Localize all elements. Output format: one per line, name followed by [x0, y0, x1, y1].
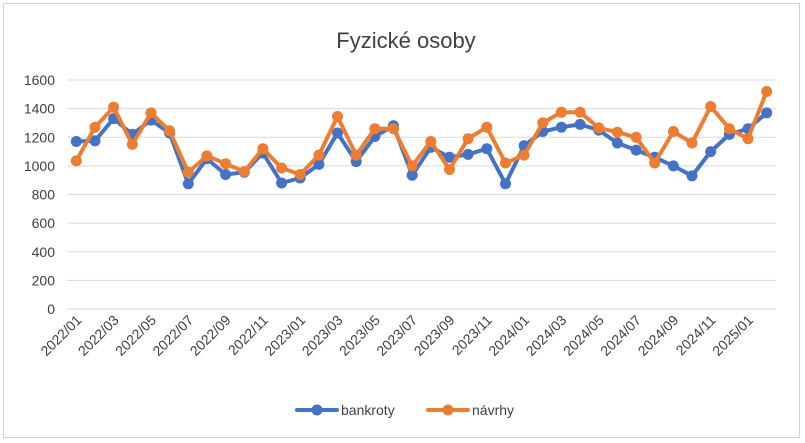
data-point	[425, 136, 437, 147]
data-point	[574, 118, 586, 130]
legend-label: návrhy	[472, 402, 514, 418]
data-point	[257, 143, 269, 155]
data-point	[462, 148, 474, 160]
data-point	[705, 146, 717, 158]
data-point	[388, 123, 399, 135]
y-tick-label: 1200	[24, 129, 55, 145]
data-point	[555, 121, 567, 133]
y-tick-label: 0	[47, 301, 55, 317]
y-tick-label: 400	[32, 244, 56, 260]
y-tick-label: 800	[32, 187, 56, 203]
data-point	[332, 111, 343, 122]
data-point	[220, 169, 232, 180]
data-point	[500, 178, 511, 190]
data-point	[164, 125, 176, 137]
data-point	[611, 126, 623, 138]
data-point	[276, 177, 288, 189]
legend-label: bankroty	[341, 402, 395, 418]
data-point	[350, 149, 362, 161]
data-point	[276, 162, 288, 174]
data-point	[294, 169, 306, 180]
data-point	[481, 121, 493, 133]
data-point	[238, 166, 250, 178]
x-tick-label: 2025/01	[709, 312, 756, 359]
data-point	[667, 126, 679, 137]
data-point	[537, 117, 549, 129]
y-tick-label: 1400	[24, 101, 55, 117]
y-tick-label: 600	[32, 215, 56, 231]
data-point	[462, 133, 474, 145]
gridlines	[67, 79, 776, 310]
series-lines	[70, 86, 773, 190]
chart-title: Fyzické osoby	[336, 28, 475, 53]
x-tick-label: 2024/09	[634, 312, 681, 359]
data-point	[630, 131, 642, 143]
data-point	[182, 178, 194, 190]
data-point	[742, 133, 754, 145]
data-point	[611, 137, 623, 149]
data-point	[705, 101, 717, 112]
data-point	[406, 169, 418, 181]
data-point	[406, 160, 418, 172]
y-axis-ticks: 0 200 400 600 800 1000 1200 1400 1600	[24, 72, 55, 317]
data-point	[500, 157, 511, 169]
y-tick-label: 200	[32, 272, 56, 288]
chart-frame	[3, 3, 800, 438]
data-point	[667, 160, 679, 172]
data-point	[574, 106, 586, 118]
y-tick-label: 1000	[24, 158, 55, 174]
data-point	[481, 143, 493, 155]
data-point	[761, 107, 773, 119]
x-tick-label: 2022/09	[187, 312, 234, 359]
data-point	[313, 149, 325, 161]
data-point	[70, 155, 82, 167]
data-point	[145, 107, 157, 119]
data-point	[444, 164, 455, 175]
data-point	[593, 122, 605, 134]
x-axis-ticks: 2022/012022/032022/052022/072022/092022/…	[37, 312, 756, 359]
data-point	[182, 166, 194, 178]
series-návrhy	[70, 86, 773, 180]
data-point	[761, 86, 773, 97]
data-point	[201, 150, 213, 162]
legend-item-návrhy: návrhy	[426, 402, 514, 418]
data-point	[630, 144, 642, 156]
legend: bankroty návrhy	[295, 402, 514, 418]
data-point	[444, 151, 455, 163]
legend-item-bankroty: bankroty	[295, 402, 395, 418]
data-point	[332, 127, 343, 139]
legend-marker	[442, 404, 454, 416]
data-point	[686, 170, 698, 182]
data-point	[220, 158, 232, 170]
data-point	[686, 137, 698, 149]
data-point	[126, 138, 138, 150]
data-point	[89, 121, 101, 133]
data-point	[313, 158, 325, 170]
data-point	[108, 101, 120, 113]
data-point	[555, 106, 567, 118]
data-point	[649, 157, 661, 169]
y-tick-label: 1600	[24, 72, 55, 88]
data-point	[723, 123, 735, 135]
data-point	[369, 123, 381, 135]
data-point	[70, 136, 82, 147]
legend-marker	[311, 404, 323, 416]
data-point	[89, 135, 101, 147]
x-tick-label: 2023/09	[411, 312, 458, 359]
data-point	[518, 149, 530, 161]
